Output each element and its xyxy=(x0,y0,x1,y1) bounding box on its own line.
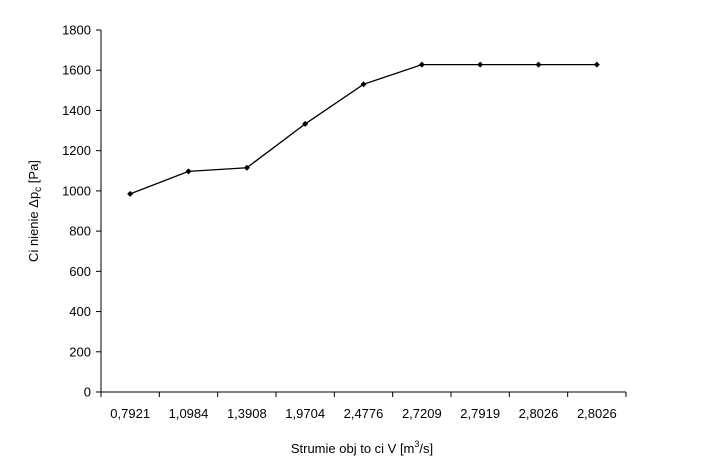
y-tick-label: 1200 xyxy=(62,143,91,158)
y-axis-ticks: 0 200 400 600 800 1000 1200 1400 1600 1800 xyxy=(62,23,101,400)
x-tick-label: 1,3908 xyxy=(227,406,267,421)
x-tick-label: 1,9704 xyxy=(285,406,325,421)
y-tick-label: 1800 xyxy=(62,23,91,38)
y-tick-label: 1000 xyxy=(62,183,91,198)
y-tick-label: 400 xyxy=(69,304,91,319)
y-tick-label: 1600 xyxy=(62,63,91,78)
x-tick-label: 2,8026 xyxy=(577,406,617,421)
y-tick-label: 800 xyxy=(69,224,91,239)
x-tick-label: 2,7209 xyxy=(402,406,442,421)
y-tick-label: 1400 xyxy=(62,103,91,118)
y-axis-label: Ci nienie Δpc [Pa] xyxy=(26,160,44,262)
data-point-marker xyxy=(418,61,425,68)
x-axis-label: Strumie obj to ci V [m3/s] xyxy=(291,439,433,456)
chart-axes xyxy=(100,30,626,393)
series-group xyxy=(127,61,600,197)
x-tick-label: 2,4776 xyxy=(344,406,384,421)
data-point-marker xyxy=(360,81,367,88)
data-point-marker xyxy=(477,61,484,68)
y-tick-label: 600 xyxy=(69,264,91,279)
data-point-marker xyxy=(243,164,250,171)
x-axis-ticks: 0,7921 1,0984 1,3908 1,9704 2,4776 2,7209 2,79… xyxy=(100,392,627,421)
data-point-marker xyxy=(593,61,600,68)
data-point-marker xyxy=(127,190,134,197)
x-tick-label: 0,7921 xyxy=(110,406,150,421)
data-point-marker xyxy=(185,168,192,175)
x-tick-label: 1,0984 xyxy=(169,406,209,421)
x-tick-label: 2,7919 xyxy=(460,406,500,421)
y-tick-label: 200 xyxy=(69,344,91,359)
data-point-marker xyxy=(535,61,542,68)
x-tick-label: 2,8026 xyxy=(519,406,559,421)
data-point-marker xyxy=(302,120,309,127)
y-tick-label: 0 xyxy=(84,385,91,400)
